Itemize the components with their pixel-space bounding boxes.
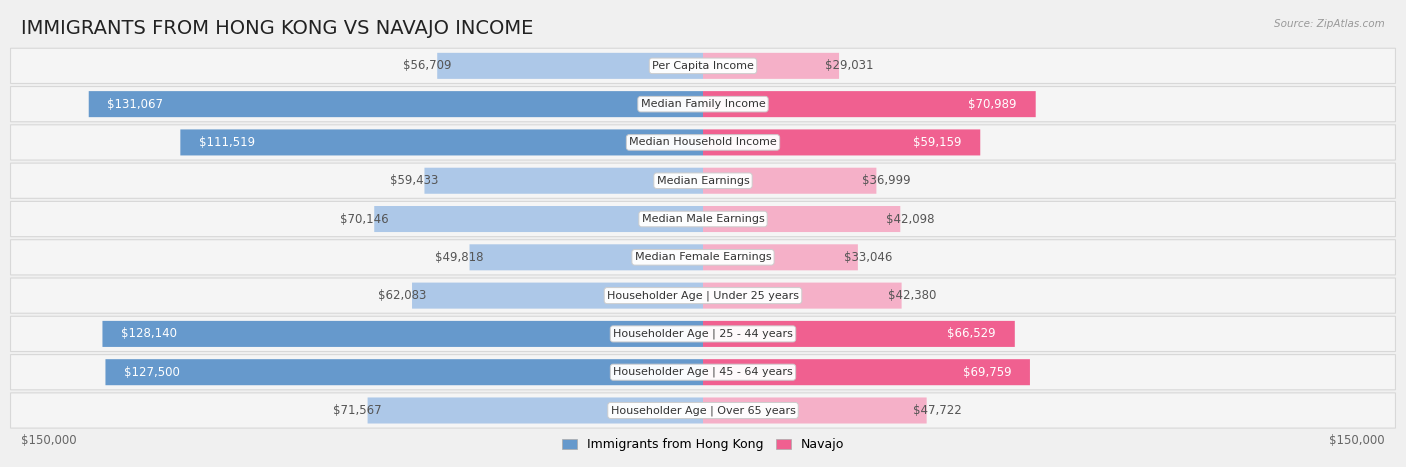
Text: Median Female Earnings: Median Female Earnings: [634, 252, 772, 262]
Text: $59,433: $59,433: [389, 174, 439, 187]
FancyBboxPatch shape: [703, 244, 858, 270]
Text: $127,500: $127,500: [124, 366, 180, 379]
Legend: Immigrants from Hong Kong, Navajo: Immigrants from Hong Kong, Navajo: [557, 433, 849, 456]
FancyBboxPatch shape: [103, 321, 703, 347]
Text: Median Family Income: Median Family Income: [641, 99, 765, 109]
Text: Householder Age | 25 - 44 years: Householder Age | 25 - 44 years: [613, 329, 793, 339]
FancyBboxPatch shape: [703, 206, 900, 232]
FancyBboxPatch shape: [374, 206, 703, 232]
FancyBboxPatch shape: [11, 393, 1395, 428]
Text: $59,159: $59,159: [912, 136, 962, 149]
FancyBboxPatch shape: [703, 91, 1036, 117]
Text: $111,519: $111,519: [200, 136, 256, 149]
FancyBboxPatch shape: [11, 201, 1395, 237]
Text: Householder Age | Over 65 years: Householder Age | Over 65 years: [610, 405, 796, 416]
Text: $70,146: $70,146: [340, 212, 388, 226]
FancyBboxPatch shape: [703, 397, 927, 424]
Text: Median Male Earnings: Median Male Earnings: [641, 214, 765, 224]
Text: $70,989: $70,989: [969, 98, 1017, 111]
FancyBboxPatch shape: [703, 321, 1015, 347]
FancyBboxPatch shape: [437, 53, 703, 79]
Text: $128,140: $128,140: [121, 327, 177, 340]
Text: $29,031: $29,031: [825, 59, 873, 72]
Text: Householder Age | Under 25 years: Householder Age | Under 25 years: [607, 290, 799, 301]
Text: Median Household Income: Median Household Income: [628, 137, 778, 148]
FancyBboxPatch shape: [105, 359, 703, 385]
Text: $42,098: $42,098: [886, 212, 935, 226]
FancyBboxPatch shape: [11, 316, 1395, 352]
Text: $131,067: $131,067: [107, 98, 163, 111]
Text: $150,000: $150,000: [1329, 434, 1385, 447]
FancyBboxPatch shape: [703, 168, 876, 194]
FancyBboxPatch shape: [11, 354, 1395, 390]
FancyBboxPatch shape: [11, 163, 1395, 198]
Text: $62,083: $62,083: [378, 289, 426, 302]
Text: Source: ZipAtlas.com: Source: ZipAtlas.com: [1274, 19, 1385, 28]
FancyBboxPatch shape: [703, 359, 1031, 385]
FancyBboxPatch shape: [425, 168, 703, 194]
FancyBboxPatch shape: [470, 244, 703, 270]
FancyBboxPatch shape: [11, 240, 1395, 275]
FancyBboxPatch shape: [367, 397, 703, 424]
FancyBboxPatch shape: [703, 53, 839, 79]
Text: $66,529: $66,529: [948, 327, 995, 340]
Text: Householder Age | 45 - 64 years: Householder Age | 45 - 64 years: [613, 367, 793, 377]
Text: $56,709: $56,709: [402, 59, 451, 72]
FancyBboxPatch shape: [89, 91, 703, 117]
Text: Per Capita Income: Per Capita Income: [652, 61, 754, 71]
Text: IMMIGRANTS FROM HONG KONG VS NAVAJO INCOME: IMMIGRANTS FROM HONG KONG VS NAVAJO INCO…: [21, 19, 533, 38]
Text: $36,999: $36,999: [862, 174, 911, 187]
Text: $42,380: $42,380: [887, 289, 936, 302]
FancyBboxPatch shape: [412, 283, 703, 309]
FancyBboxPatch shape: [703, 129, 980, 156]
FancyBboxPatch shape: [180, 129, 703, 156]
FancyBboxPatch shape: [11, 86, 1395, 122]
Text: $49,818: $49,818: [434, 251, 484, 264]
Text: $69,759: $69,759: [963, 366, 1011, 379]
FancyBboxPatch shape: [11, 125, 1395, 160]
Text: $71,567: $71,567: [333, 404, 381, 417]
Text: Median Earnings: Median Earnings: [657, 176, 749, 186]
Text: $33,046: $33,046: [844, 251, 893, 264]
Text: $47,722: $47,722: [912, 404, 962, 417]
FancyBboxPatch shape: [703, 283, 901, 309]
Text: $150,000: $150,000: [21, 434, 77, 447]
FancyBboxPatch shape: [11, 278, 1395, 313]
FancyBboxPatch shape: [11, 48, 1395, 84]
